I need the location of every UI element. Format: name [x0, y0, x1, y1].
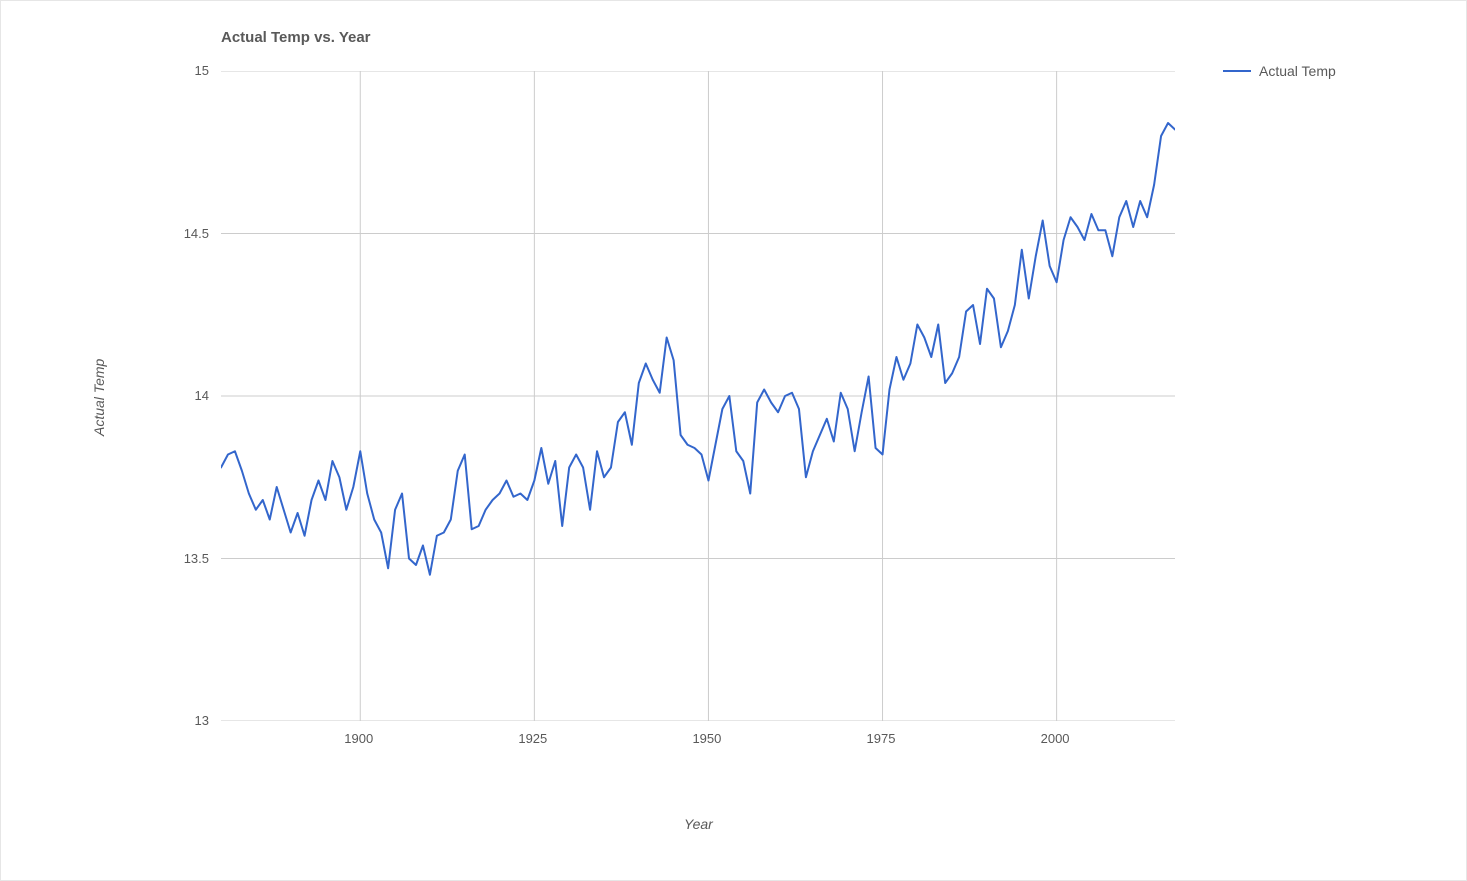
x-tick-label: 1900 — [344, 731, 373, 746]
legend-swatch — [1223, 70, 1251, 72]
x-tick-label: 1925 — [518, 731, 547, 746]
chart-plot-area — [221, 71, 1175, 721]
y-tick-label: 13 — [195, 713, 209, 728]
y-tick-label: 14 — [195, 388, 209, 403]
x-tick-label: 1950 — [692, 731, 721, 746]
chart-container: Actual Temp vs. Year Actual Temp Year Ac… — [0, 0, 1467, 881]
x-tick-label: 2000 — [1041, 731, 1070, 746]
x-axis-label: Year — [684, 816, 713, 832]
y-tick-label: 14.5 — [184, 226, 209, 241]
chart-title: Actual Temp vs. Year — [221, 29, 371, 46]
legend: Actual Temp — [1223, 63, 1336, 79]
y-tick-label: 15 — [195, 63, 209, 78]
x-tick-label: 1975 — [867, 731, 896, 746]
y-axis-label: Actual Temp — [91, 359, 107, 436]
y-tick-label: 13.5 — [184, 551, 209, 566]
series-line — [221, 123, 1175, 575]
legend-label: Actual Temp — [1259, 63, 1336, 79]
